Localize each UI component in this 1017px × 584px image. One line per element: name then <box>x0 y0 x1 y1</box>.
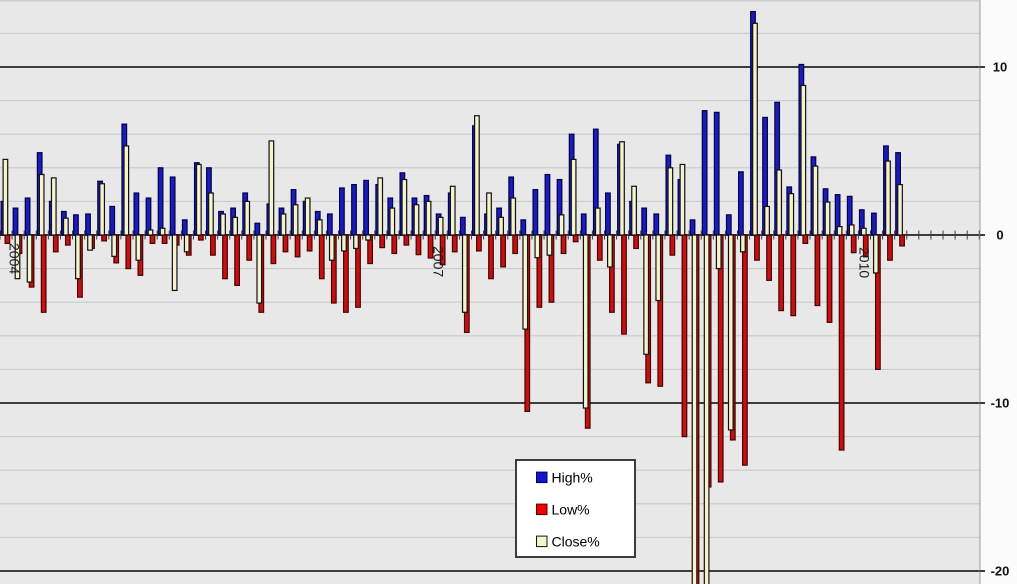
svg-text:2004: 2004 <box>7 243 23 274</box>
svg-text:10: 10 <box>993 60 1007 75</box>
svg-text:High%: High% <box>552 469 593 485</box>
svg-text:-20: -20 <box>991 564 1010 579</box>
svg-text:0: 0 <box>996 228 1003 243</box>
svg-text:Low%: Low% <box>552 501 590 517</box>
svg-text:2007: 2007 <box>431 246 447 277</box>
svg-text:-10: -10 <box>991 396 1010 411</box>
svg-text:Close%: Close% <box>552 533 600 549</box>
svg-text:2010: 2010 <box>856 247 872 278</box>
